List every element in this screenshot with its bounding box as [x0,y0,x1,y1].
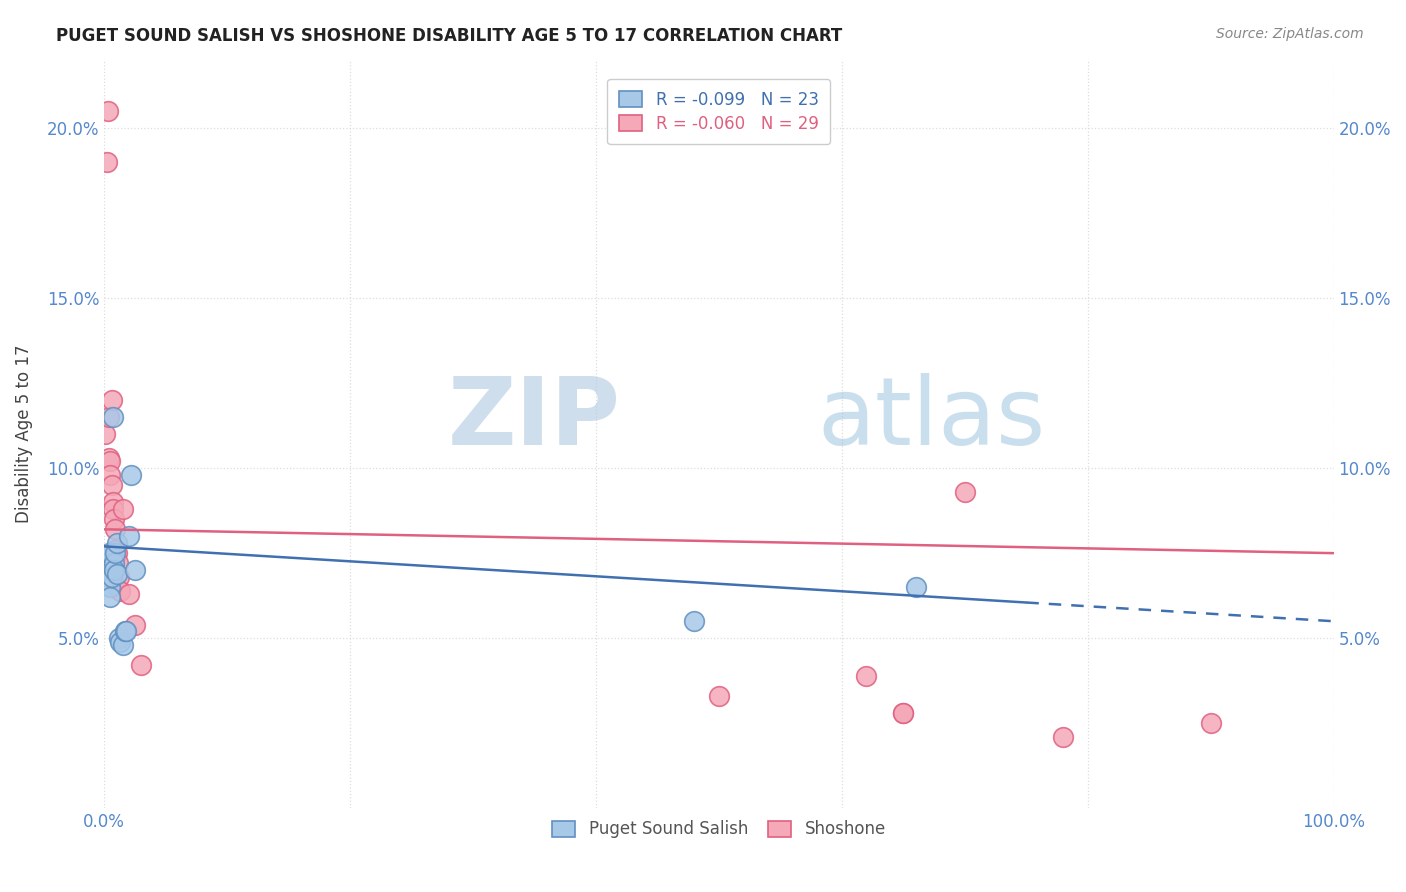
Point [104,546,127,560]
Point [105,566,128,581]
Text: PUGET SOUND SALISH VS SHOSHONE DISABILITY AGE 5 TO 17 CORRELATION CHART: PUGET SOUND SALISH VS SHOSHONE DISABILIT… [56,27,842,45]
Point [891,706,914,720]
Point [110,634,132,648]
Y-axis label: Disability Age 5 to 17: Disability Age 5 to 17 [15,345,32,524]
Point [101,409,124,424]
Point [108,632,131,646]
Point [115,624,138,639]
Point [891,706,914,720]
Point [104,542,127,557]
Point [97,103,120,118]
Point [108,570,131,584]
Point [100,454,122,468]
Point [105,546,128,560]
Point [1199,716,1222,731]
Point [100,392,122,407]
Point [118,529,141,543]
Point [904,580,927,594]
Point [103,557,125,571]
Point [101,495,124,509]
Point [118,587,141,601]
Point [103,512,125,526]
Point [683,614,706,628]
Point [101,502,124,516]
Point [100,467,122,482]
Point [111,502,134,516]
Point [96,154,118,169]
Point [103,563,125,577]
Point [98,409,121,424]
Point [96,557,118,571]
Point [707,689,730,703]
Point [114,624,136,639]
Point [98,450,121,465]
Point [100,559,122,574]
Point [111,638,134,652]
Point [100,570,122,584]
Text: atlas: atlas [817,373,1046,465]
Point [124,617,146,632]
Point [124,563,146,577]
Point [94,427,117,442]
Point [98,546,121,560]
Point [110,583,132,598]
Point [100,580,122,594]
Point [100,478,122,492]
Point [104,522,127,536]
Legend: Puget Sound Salish, Shoshone: Puget Sound Salish, Shoshone [546,814,893,845]
Point [120,467,142,482]
Point [855,669,877,683]
Text: ZIP: ZIP [447,373,620,465]
Point [953,484,976,499]
Point [105,536,128,550]
Point [1052,730,1074,744]
Point [97,570,120,584]
Point [100,591,122,605]
Text: Source: ZipAtlas.com: Source: ZipAtlas.com [1216,27,1364,41]
Point [129,658,152,673]
Point [107,557,129,571]
